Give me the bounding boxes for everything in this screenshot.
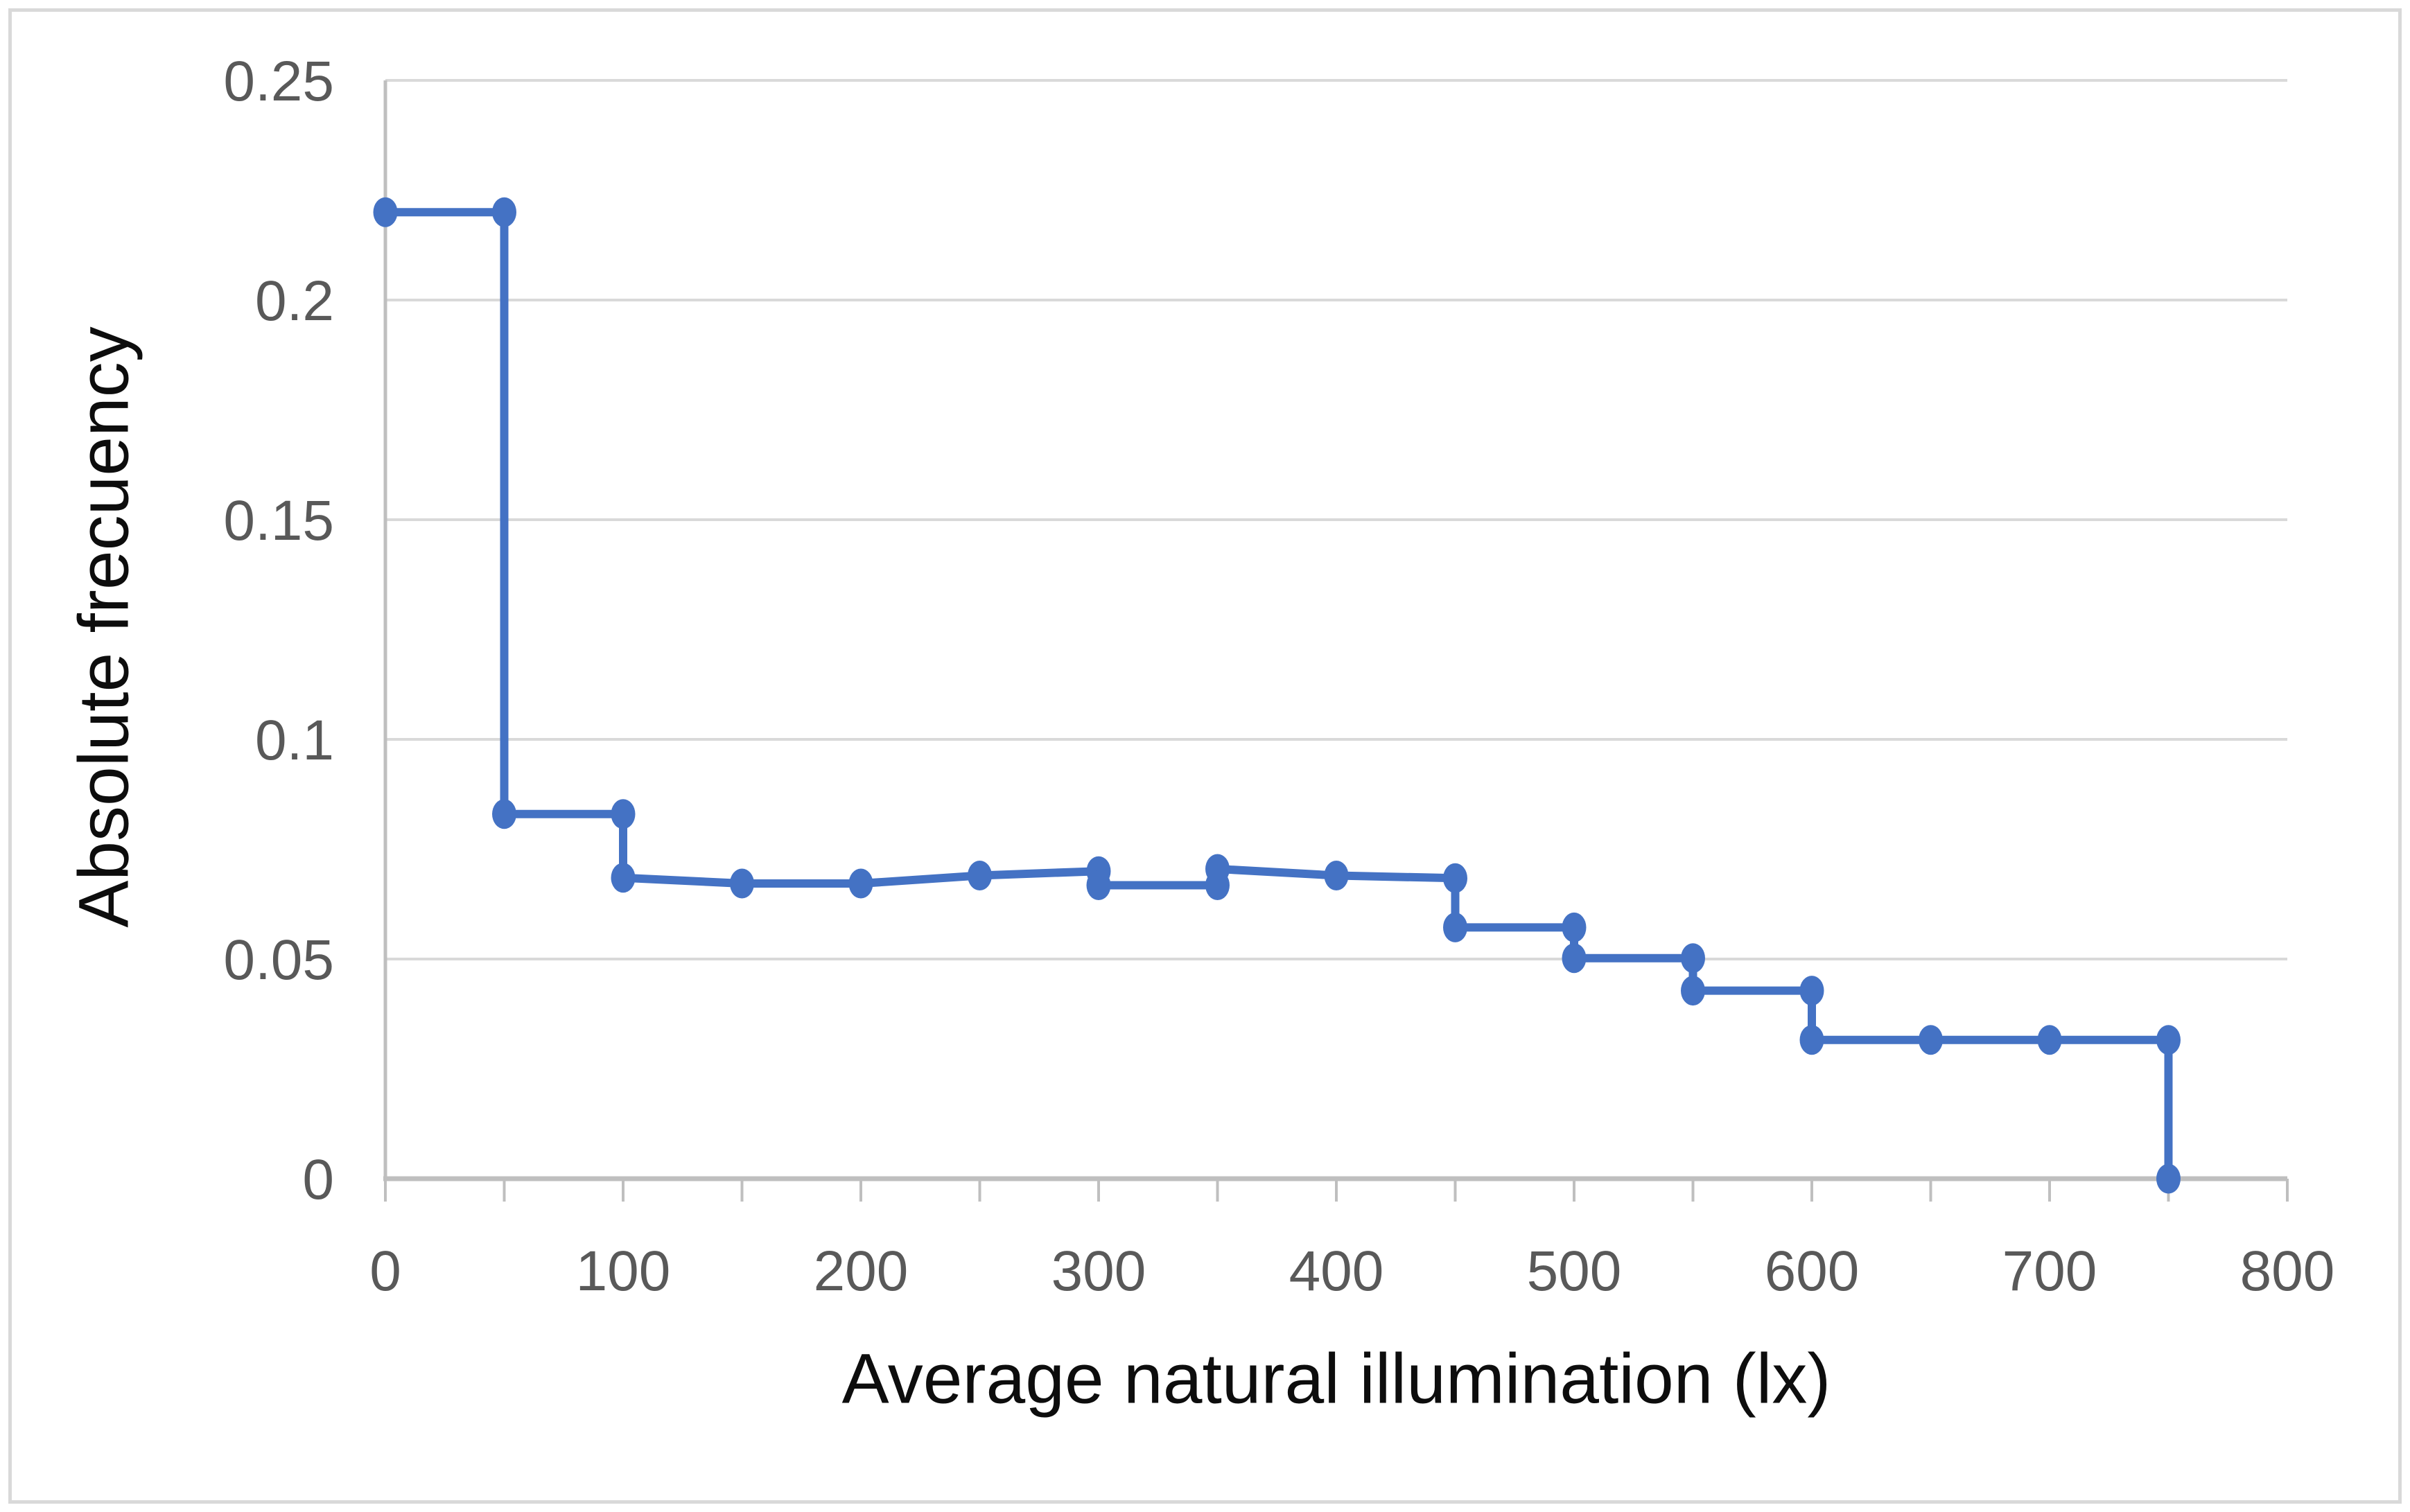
data-point-marker	[1086, 870, 1111, 900]
data-point-marker	[1443, 863, 1467, 893]
data-point-marker	[1919, 1025, 1943, 1055]
x-tick-label: 800	[2240, 1240, 2335, 1303]
y-axis-title: Absolute frecuency	[64, 326, 143, 928]
data-point-marker	[1562, 912, 1587, 942]
data-point-marker	[2156, 1163, 2181, 1194]
data-point-marker	[1562, 943, 1587, 974]
y-tick-label: 0.25	[223, 50, 334, 113]
x-tick-label: 500	[1527, 1240, 1622, 1303]
data-point-marker	[968, 861, 992, 890]
x-axis-title: Average natural illumination (lx)	[841, 1339, 1831, 1418]
series-line	[381, 208, 2173, 1183]
x-tick-label: 400	[1289, 1240, 1384, 1303]
data-point-marker	[2037, 1025, 2062, 1055]
x-tick-label: 100	[576, 1240, 671, 1303]
x-tick-label: 300	[1051, 1240, 1146, 1303]
data-point-marker	[1799, 976, 1824, 1006]
data-point-marker	[492, 799, 516, 829]
data-point-marker	[1443, 912, 1467, 942]
x-tick-label: 700	[2002, 1240, 2097, 1303]
y-tick-label: 0.2	[255, 270, 334, 333]
data-point-marker	[1681, 943, 1705, 974]
data-point-marker	[1799, 1025, 1824, 1055]
data-point-marker	[1681, 976, 1705, 1006]
y-tick-label: 0.15	[223, 489, 334, 552]
data-point-marker	[2156, 1025, 2181, 1055]
data-point-marker	[848, 868, 873, 899]
y-tick-label: 0	[302, 1148, 334, 1211]
data-point-marker	[373, 197, 398, 227]
x-tick-label: 600	[1765, 1240, 1860, 1303]
x-tick-label: 200	[814, 1240, 909, 1303]
y-tick-label: 0.1	[255, 709, 334, 772]
data-point-marker	[730, 868, 754, 899]
data-point-marker	[611, 799, 636, 829]
data-point-marker	[1324, 861, 1349, 890]
x-tick-label: 0	[369, 1240, 401, 1303]
data-point-marker	[492, 197, 516, 227]
y-tick-label: 0.05	[223, 929, 334, 992]
data-point-marker	[1205, 854, 1230, 884]
data-point-marker	[611, 863, 636, 893]
